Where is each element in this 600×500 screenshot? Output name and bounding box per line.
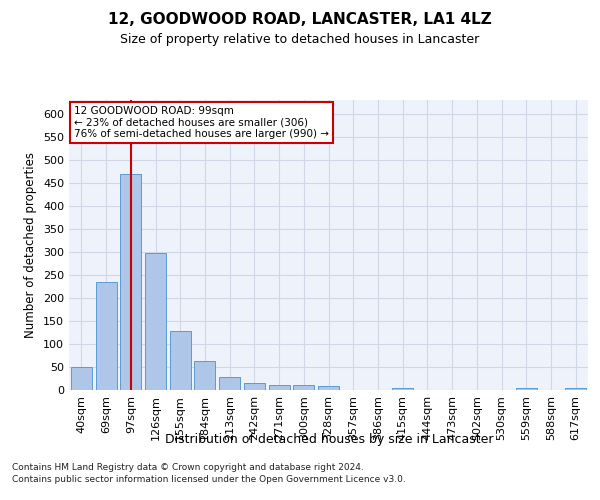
Bar bbox=[244, 383, 265, 390]
Text: Distribution of detached houses by size in Lancaster: Distribution of detached houses by size … bbox=[164, 432, 493, 446]
Bar bbox=[194, 361, 215, 390]
Text: 12 GOODWOOD ROAD: 99sqm
← 23% of detached houses are smaller (306)
76% of semi-d: 12 GOODWOOD ROAD: 99sqm ← 23% of detache… bbox=[74, 106, 329, 139]
Text: Size of property relative to detached houses in Lancaster: Size of property relative to detached ho… bbox=[121, 32, 479, 46]
Bar bbox=[170, 331, 191, 390]
Bar bbox=[95, 282, 116, 390]
Bar bbox=[293, 386, 314, 390]
Bar bbox=[392, 388, 413, 390]
Text: 12, GOODWOOD ROAD, LANCASTER, LA1 4LZ: 12, GOODWOOD ROAD, LANCASTER, LA1 4LZ bbox=[108, 12, 492, 28]
Text: Contains HM Land Registry data © Crown copyright and database right 2024.: Contains HM Land Registry data © Crown c… bbox=[12, 462, 364, 471]
Bar bbox=[565, 388, 586, 390]
Text: Contains public sector information licensed under the Open Government Licence v3: Contains public sector information licen… bbox=[12, 475, 406, 484]
Bar bbox=[269, 386, 290, 390]
Bar bbox=[145, 253, 166, 390]
Bar bbox=[318, 386, 339, 390]
Y-axis label: Number of detached properties: Number of detached properties bbox=[25, 152, 37, 338]
Bar bbox=[219, 377, 240, 390]
Bar bbox=[516, 388, 537, 390]
Bar bbox=[120, 174, 141, 390]
Bar bbox=[71, 367, 92, 390]
